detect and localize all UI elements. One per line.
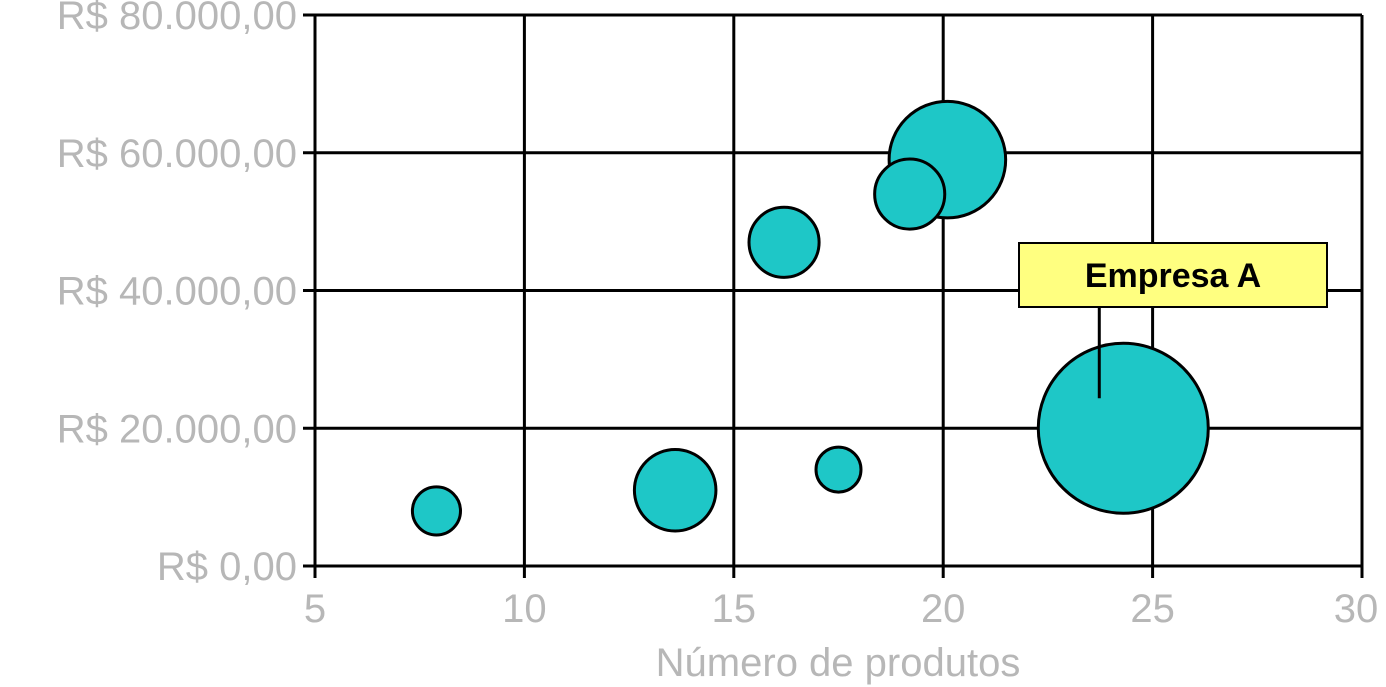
y-tick-label: R$ 20.000,00	[57, 407, 297, 451]
x-axis-title: Número de produtos	[656, 641, 1021, 685]
y-tick-label: R$ 40.000,00	[57, 270, 297, 314]
annotation-label: Empresa A	[1085, 257, 1261, 295]
x-tick-label: 25	[1130, 587, 1175, 631]
y-axis-ticks: R$ 0,00 R$ 20.000,00 R$ 40.000,00 R$ 60.000…	[57, 0, 297, 589]
bubble-point	[634, 449, 716, 531]
x-tick-label: 30	[1334, 587, 1379, 631]
bubble-point	[1038, 343, 1208, 513]
bubble-point	[412, 487, 460, 535]
bubble-point	[816, 447, 861, 492]
x-axis-ticks: 5 10 15 20 25 30	[304, 587, 1378, 631]
bubble-point	[749, 207, 819, 277]
y-tick-label: R$ 80.000,00	[57, 0, 297, 38]
x-tick-label: 15	[712, 587, 757, 631]
x-tick-label: 5	[304, 587, 326, 631]
x-tick-label: 20	[921, 587, 966, 631]
bubble-point	[875, 159, 945, 229]
x-tick-label: 10	[502, 587, 547, 631]
y-tick-label: R$ 0,00	[157, 545, 297, 589]
y-tick-label: R$ 60.000,00	[57, 132, 297, 176]
